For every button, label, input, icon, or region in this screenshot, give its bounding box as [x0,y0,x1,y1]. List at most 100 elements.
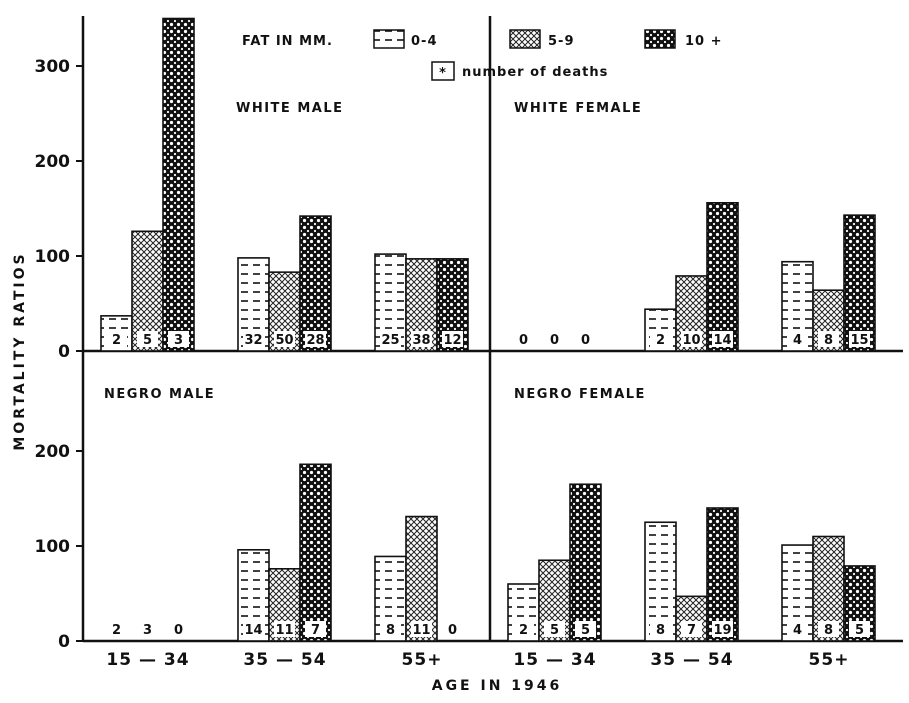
death-count-label: 8 [386,623,395,638]
legend-swatch-10-plus [644,29,676,49]
death-label-bg [442,331,463,347]
death-count-label: 5 [581,623,590,638]
bar-fat-10-plus [706,507,739,642]
death-label-bg [168,331,189,347]
death-label-bg [243,331,264,347]
death-count-label: 15 [850,333,868,348]
death-count-label: 0 [550,333,559,348]
x-category-label: 15 — 34 [513,650,596,670]
death-label-bg [650,621,671,637]
panel-title: WHITE FEMALE [514,101,642,116]
legend-label-0-4: 0-4 [411,34,438,49]
x-axis-title: AGE IN 1946 [432,678,563,694]
y-axis-title: MORTALITY RATIOS [12,251,28,450]
panel-negro-male: NEGRO MALE 2 3 0 14 11 7 8 11 0 [104,387,457,642]
death-count-label: 50 [275,333,293,348]
death-label-bg [305,621,326,637]
death-count-label: 8 [824,623,833,638]
x-category-label: 55+ [402,650,443,670]
panel-title: NEGRO FEMALE [514,387,646,402]
panel-negro-female: NEGRO FEMALE 2 5 5 8 7 19 4 8 5 [507,387,876,642]
bar-fat-10-plus [706,202,739,352]
panel-white-female: WHITE FEMALE 0 0 0 2 10 14 4 8 15 [514,101,876,352]
death-count-label: 14 [713,333,731,348]
death-count-label: 0 [581,333,590,348]
legend: FAT IN MM. 0-4 5-9 10 + * number of deat… [242,29,723,81]
death-count-label: 32 [244,333,262,348]
death-label-bg [712,331,733,347]
x-category-label: 15 — 34 [106,650,189,670]
death-count-label: 8 [824,333,833,348]
death-label-bg [243,621,264,637]
legend-label-5-9: 5-9 [548,34,575,49]
legend-deaths-note: number of deaths [462,65,608,80]
death-count-label: 2 [519,623,528,638]
death-label-bg [650,331,671,347]
death-label-bg [274,331,295,347]
death-count-label: 4 [793,333,802,348]
x-category-label: 35 — 54 [243,650,326,670]
legend-label-10-plus: 10 + [685,34,723,49]
death-label-bg [513,621,534,637]
death-count-label: 38 [412,333,430,348]
death-count-label: 11 [412,623,430,638]
death-label-bg [106,331,127,347]
x-category-label: 35 — 54 [650,650,733,670]
death-count-label: 0 [519,333,528,348]
death-count-label: 2 [112,333,121,348]
death-count-label: 8 [656,623,665,638]
death-count-label: 2 [112,623,121,638]
death-label-bg [137,331,158,347]
death-count-label: 11 [275,623,293,638]
x-category-label: 55+ [809,650,850,670]
death-label-bg [274,621,295,637]
bar-fat-10-plus [843,214,876,352]
death-label-bg [544,621,565,637]
y-tick-label: 200 [35,152,71,172]
death-label-bg [681,621,702,637]
panel-title: WHITE MALE [236,101,344,116]
death-label-bg [305,331,326,347]
death-count-label: 5 [855,623,864,638]
bar-fat-10-plus [299,463,332,642]
bar-fat-10-plus [299,215,332,352]
y-tick-label: 100 [35,247,71,267]
death-label-bg [712,621,733,637]
y-tick-label: 200 [35,442,71,462]
legend-title: FAT IN MM. [242,34,333,49]
death-count-label: 0 [174,623,183,638]
legend-deaths-symbol: * [439,66,447,81]
death-label-bg [380,331,401,347]
death-count-label: 7 [311,623,320,638]
death-count-label: 12 [443,333,461,348]
death-label-bg [849,621,870,637]
bar-fat-5-9 [405,515,438,642]
y-tick-label: 0 [58,632,70,652]
death-count-label: 3 [143,623,152,638]
death-count-label: 7 [687,623,696,638]
legend-swatch-5-9 [509,29,541,49]
death-count-label: 3 [174,333,183,348]
death-label-bg [849,331,870,347]
panel-title: NEGRO MALE [104,387,215,402]
death-label-bg [380,621,401,637]
death-label-bg [411,331,432,347]
y-tick-label: 0 [58,342,70,362]
death-count-label: 10 [682,333,700,348]
legend-swatch-0-4 [373,29,405,49]
x-categories: 15 — 34 35 — 54 55+ 15 — 34 35 — 54 55+ [106,650,850,670]
death-count-label: 2 [656,333,665,348]
death-count-label: 25 [381,333,399,348]
death-label-bg [787,331,808,347]
death-label-bg [818,331,839,347]
death-label-bg [575,621,596,637]
death-count-label: 5 [550,623,559,638]
bar-fat-10-plus [569,483,602,642]
death-count-label: 5 [143,333,152,348]
death-count-label: 28 [306,333,324,348]
death-count-label: 19 [713,623,731,638]
death-label-bg [818,621,839,637]
